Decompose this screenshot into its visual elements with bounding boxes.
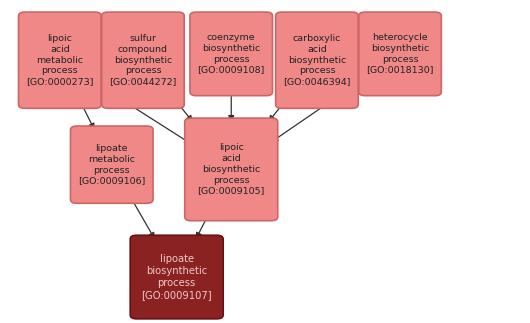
Text: carboxylic
acid
biosynthetic
process
[GO:0046394]: carboxylic acid biosynthetic process [GO… bbox=[283, 34, 351, 86]
FancyBboxPatch shape bbox=[190, 12, 272, 96]
Text: heterocycle
biosynthetic
process
[GO:0018130]: heterocycle biosynthetic process [GO:001… bbox=[366, 33, 434, 75]
Text: lipoic
acid
metabolic
process
[GO:0000273]: lipoic acid metabolic process [GO:000027… bbox=[26, 34, 94, 86]
FancyBboxPatch shape bbox=[359, 12, 441, 96]
FancyBboxPatch shape bbox=[276, 12, 358, 108]
FancyBboxPatch shape bbox=[19, 12, 101, 108]
FancyBboxPatch shape bbox=[185, 118, 278, 221]
Text: sulfur
compound
biosynthetic
process
[GO:0044272]: sulfur compound biosynthetic process [GO… bbox=[109, 34, 176, 86]
Text: coenzyme
biosynthetic
process
[GO:0009108]: coenzyme biosynthetic process [GO:000910… bbox=[198, 33, 265, 75]
Text: lipoic
acid
biosynthetic
process
[GO:0009105]: lipoic acid biosynthetic process [GO:000… bbox=[198, 143, 265, 195]
FancyBboxPatch shape bbox=[130, 235, 223, 319]
Text: lipoate
metabolic
process
[GO:0009106]: lipoate metabolic process [GO:0009106] bbox=[78, 144, 145, 185]
FancyBboxPatch shape bbox=[70, 126, 153, 203]
FancyBboxPatch shape bbox=[102, 12, 184, 108]
Text: lipoate
biosynthetic
process
[GO:0009107]: lipoate biosynthetic process [GO:0009107… bbox=[142, 254, 212, 300]
